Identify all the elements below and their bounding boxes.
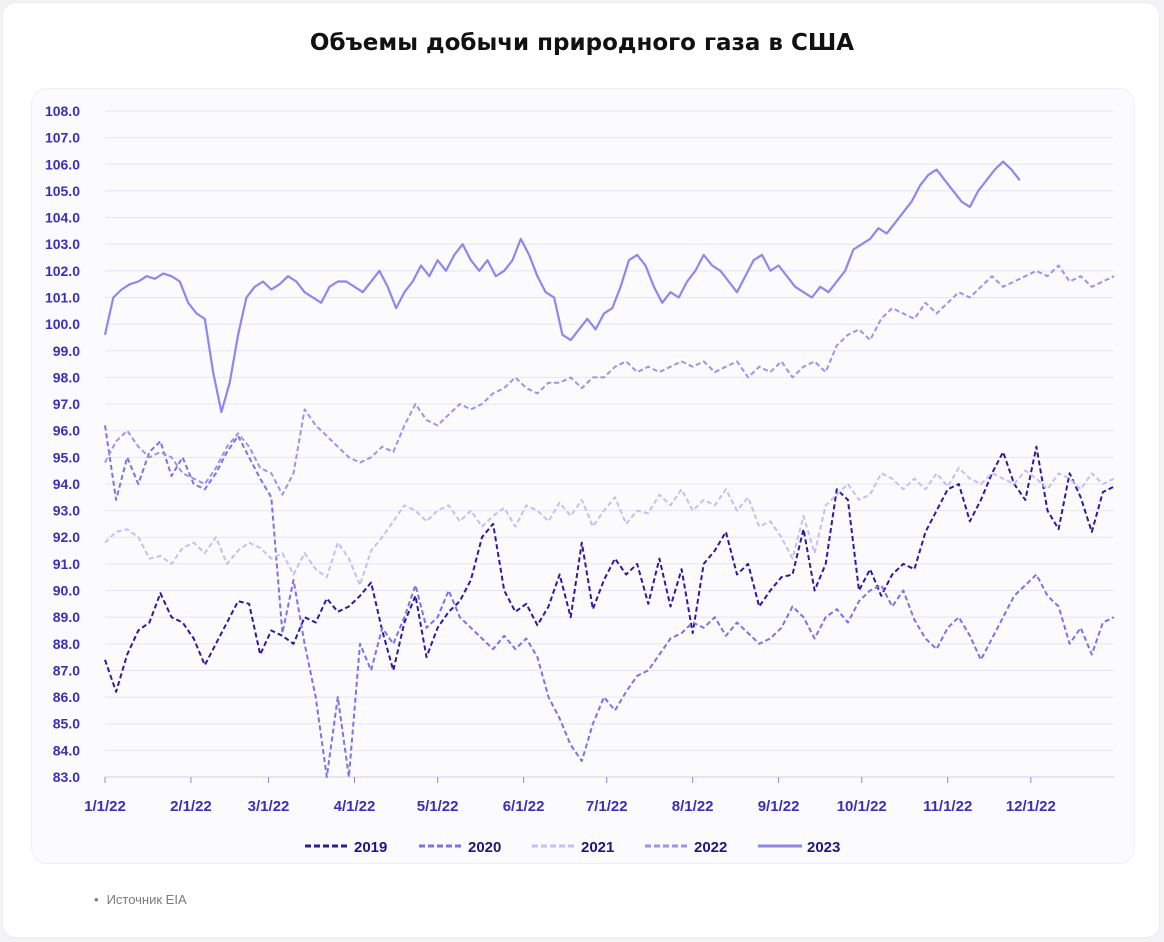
y-tick-label: 83.0 [53,769,80,785]
y-tick-label: 86.0 [53,689,80,705]
y-tick-label: 92.0 [53,529,80,545]
y-tick-label: 96.0 [53,423,80,439]
y-tick-label: 101.0 [45,289,80,305]
y-tick-label: 102.0 [45,263,80,279]
y-tick-label: 107.0 [45,130,80,146]
x-tick-label: 2/1/22 [170,798,212,815]
x-tick-label: 4/1/22 [334,798,376,815]
x-tick-label: 11/1/22 [923,798,972,815]
legend-label-2019: 2019 [354,839,387,856]
y-tick-label: 89.0 [53,609,80,625]
y-tick-label: 105.0 [45,183,80,199]
y-tick-label: 104.0 [45,210,80,226]
series-line-2019 [104,445,1115,693]
x-tick-label: 8/1/22 [672,798,714,815]
chart-title: Объемы добычи природного газа в США [309,30,855,56]
source-text: Источник EIA [106,892,187,907]
y-tick-label: 99.0 [53,343,80,359]
legend: 2019 2020 2021 2022 2023 [305,839,840,856]
series-line-2021 [104,467,1115,587]
series-lines [103,160,1115,778]
y-tick-label: 85.0 [53,716,80,732]
source-bullet: • [94,892,99,907]
x-tick-label: 12/1/22 [1006,798,1056,815]
series-line-2020 [104,425,1115,778]
y-tick-label: 103.0 [45,236,80,252]
x-axis-ticks: 1/1/22 2/1/22 3/1/22 4/1/22 5/1/22 6/1/22 7/1/… [84,777,1056,815]
y-tick-label: 106.0 [45,156,80,172]
source-note: • Источник EIA [94,892,187,907]
x-tick-label: 10/1/22 [837,798,887,815]
series-line-2022 [104,264,1115,496]
y-axis-ticks: 83.0 84.0 85.0 86.0 87.0 88.0 89.0 90.0 91.0 92.0… [45,103,80,785]
y-tick-label: 100.0 [45,316,80,332]
y-tick-label: 97.0 [53,396,80,412]
y-tick-label: 98.0 [53,369,80,385]
y-tick-label: 94.0 [53,476,80,492]
legend-label-2020: 2020 [468,839,501,856]
grid [105,110,1114,778]
y-tick-label: 93.0 [53,503,80,519]
x-tick-label: 6/1/22 [503,798,545,815]
y-tick-label: 91.0 [53,556,80,572]
y-tick-label: 84.0 [53,742,80,758]
x-tick-label: 5/1/22 [417,798,459,815]
y-tick-label: 90.0 [53,583,80,599]
x-tick-label: 9/1/22 [758,798,800,815]
legend-label-2023: 2023 [807,839,840,856]
series-line-2023 [103,160,1021,414]
legend-label-2021: 2021 [581,839,614,856]
y-tick-label: 108.0 [45,103,80,119]
legend-label-2022: 2022 [694,839,727,856]
x-tick-label: 7/1/22 [586,798,628,815]
x-tick-label: 3/1/22 [248,798,290,815]
y-tick-label: 88.0 [53,636,80,652]
y-tick-label: 95.0 [53,449,80,465]
y-tick-label: 87.0 [53,662,80,678]
x-tick-label: 1/1/22 [84,798,126,815]
